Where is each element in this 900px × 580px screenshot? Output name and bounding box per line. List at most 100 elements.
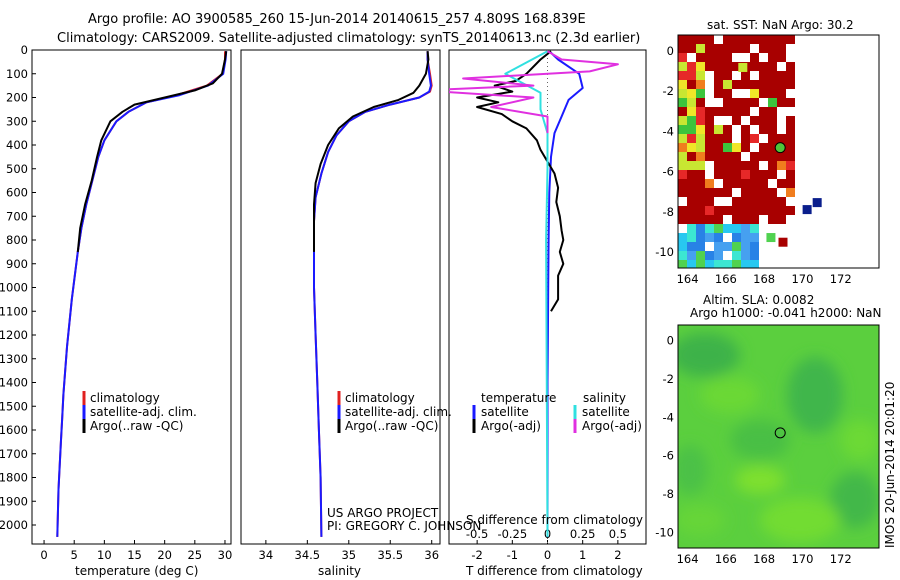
- temperature-series-line: [76, 51, 228, 253]
- sst-cell: [732, 206, 741, 215]
- sst-cell: [678, 134, 687, 143]
- sst-cell: [750, 170, 759, 179]
- sst-cell: [696, 206, 705, 215]
- legend-title-salinity: salinity: [583, 391, 626, 405]
- sst-cell: [696, 197, 705, 206]
- depth-tick-label: 500: [6, 162, 28, 176]
- sst-cell: [777, 53, 786, 62]
- sst-cell: [768, 161, 777, 170]
- x-tick-label: 30: [218, 548, 233, 562]
- sst-cell: [714, 224, 723, 233]
- sst-cell: [696, 233, 705, 242]
- map-x-tick-label: 166: [715, 552, 737, 566]
- sst-cell: [705, 134, 714, 143]
- sst-cell: [687, 134, 696, 143]
- sst-cell: [741, 35, 750, 44]
- depth-tick-label: 2000: [0, 518, 28, 532]
- sst-cell: [714, 89, 723, 98]
- sst-cell: [723, 71, 732, 80]
- sst-cell: [678, 44, 687, 53]
- sst-cell: [750, 188, 759, 197]
- sst-cell: [723, 188, 732, 197]
- sst-cell: [732, 107, 741, 116]
- difference-series-line: [546, 50, 584, 537]
- depth-tick-label: 1300: [0, 352, 28, 366]
- depth-tick-label: 1000: [0, 281, 28, 295]
- sst-cell: [741, 215, 750, 224]
- sst-cell: [741, 71, 750, 80]
- sst-cell: [687, 62, 696, 71]
- sst-cell: [705, 215, 714, 224]
- sst-cell: [714, 143, 723, 152]
- sst-cell: [696, 161, 705, 170]
- temperature-legend: climatology satellite-adj. clim. Argo(..…: [82, 391, 197, 433]
- sst-cell: [768, 125, 777, 134]
- sst-cell: [759, 89, 768, 98]
- legend-title-temperature: temperature: [481, 391, 556, 405]
- sst-cell: [705, 188, 714, 197]
- map-y-tick-label: -2: [663, 372, 674, 386]
- map-y-tick-label: 0: [667, 333, 674, 347]
- map-x-tick-label: 168: [753, 272, 775, 286]
- sla-high-patch: [760, 498, 840, 542]
- sst-cell: [732, 197, 741, 206]
- sst-cell: [750, 35, 759, 44]
- sst-cell: [696, 80, 705, 89]
- sst-cell: [777, 134, 786, 143]
- sst-cell: [678, 53, 687, 62]
- depth-tick-label: 700: [6, 209, 28, 223]
- sst-cell: [741, 260, 750, 268]
- sst-cell: [696, 170, 705, 179]
- sla-low-patch: [730, 420, 790, 460]
- sst-cell: [678, 206, 687, 215]
- sst-cell: [768, 143, 777, 152]
- sst-cell: [678, 233, 687, 242]
- sst-cell: [723, 80, 732, 89]
- sst-cell: [714, 206, 723, 215]
- sst-cell: [705, 143, 714, 152]
- sst-cell: [732, 260, 741, 268]
- sst-cell: [768, 197, 777, 206]
- x-tick-label: 15: [127, 548, 142, 562]
- sst-cell: [714, 170, 723, 179]
- sst-cell: [705, 152, 714, 161]
- salinity-series-line: [313, 51, 433, 537]
- temperature-series-line: [56, 51, 226, 537]
- s-tick-label: -0.25: [497, 527, 527, 541]
- sst-cell: [786, 98, 795, 107]
- sst-cell: [714, 62, 723, 71]
- map-y-tick-label: -10: [655, 245, 674, 259]
- sst-cell: [705, 44, 714, 53]
- sst-cell: [741, 206, 750, 215]
- legend-label-s-satellite: satellite: [582, 405, 630, 419]
- sst-cell: [741, 98, 750, 107]
- sst-cell: [687, 89, 696, 98]
- sst-cell: [723, 134, 732, 143]
- sst-cell: [732, 215, 741, 224]
- sst-cell: [705, 251, 714, 260]
- sst-cell: [714, 107, 723, 116]
- sst-cell: [723, 161, 732, 170]
- sst-cell: [678, 251, 687, 260]
- sst-cell: [768, 215, 777, 224]
- difference-xlabel-t: T difference from climatology: [465, 564, 643, 578]
- sst-cell: [714, 188, 723, 197]
- sst-cell: [759, 206, 768, 215]
- x-tick-label: 35.5: [377, 548, 403, 562]
- s-tick-label: -0.5: [466, 527, 488, 541]
- sst-cell: [759, 44, 768, 53]
- sst-cell: [687, 233, 696, 242]
- sst-cell: [687, 251, 696, 260]
- sst-cell: [732, 98, 741, 107]
- sst-cell: [741, 125, 750, 134]
- sst-cell: [768, 107, 777, 116]
- difference-xlabel-s: S difference from climatology: [466, 513, 643, 527]
- sst-cell: [786, 188, 795, 197]
- legend-label-argo: Argo(..raw -QC): [90, 419, 183, 433]
- sst-cell: [766, 233, 776, 243]
- sst-cell: [696, 107, 705, 116]
- x-tick-label: 10: [97, 548, 112, 562]
- map-y-tick-label: -8: [663, 487, 674, 501]
- sst-cell: [696, 53, 705, 62]
- sst-cell: [741, 197, 750, 206]
